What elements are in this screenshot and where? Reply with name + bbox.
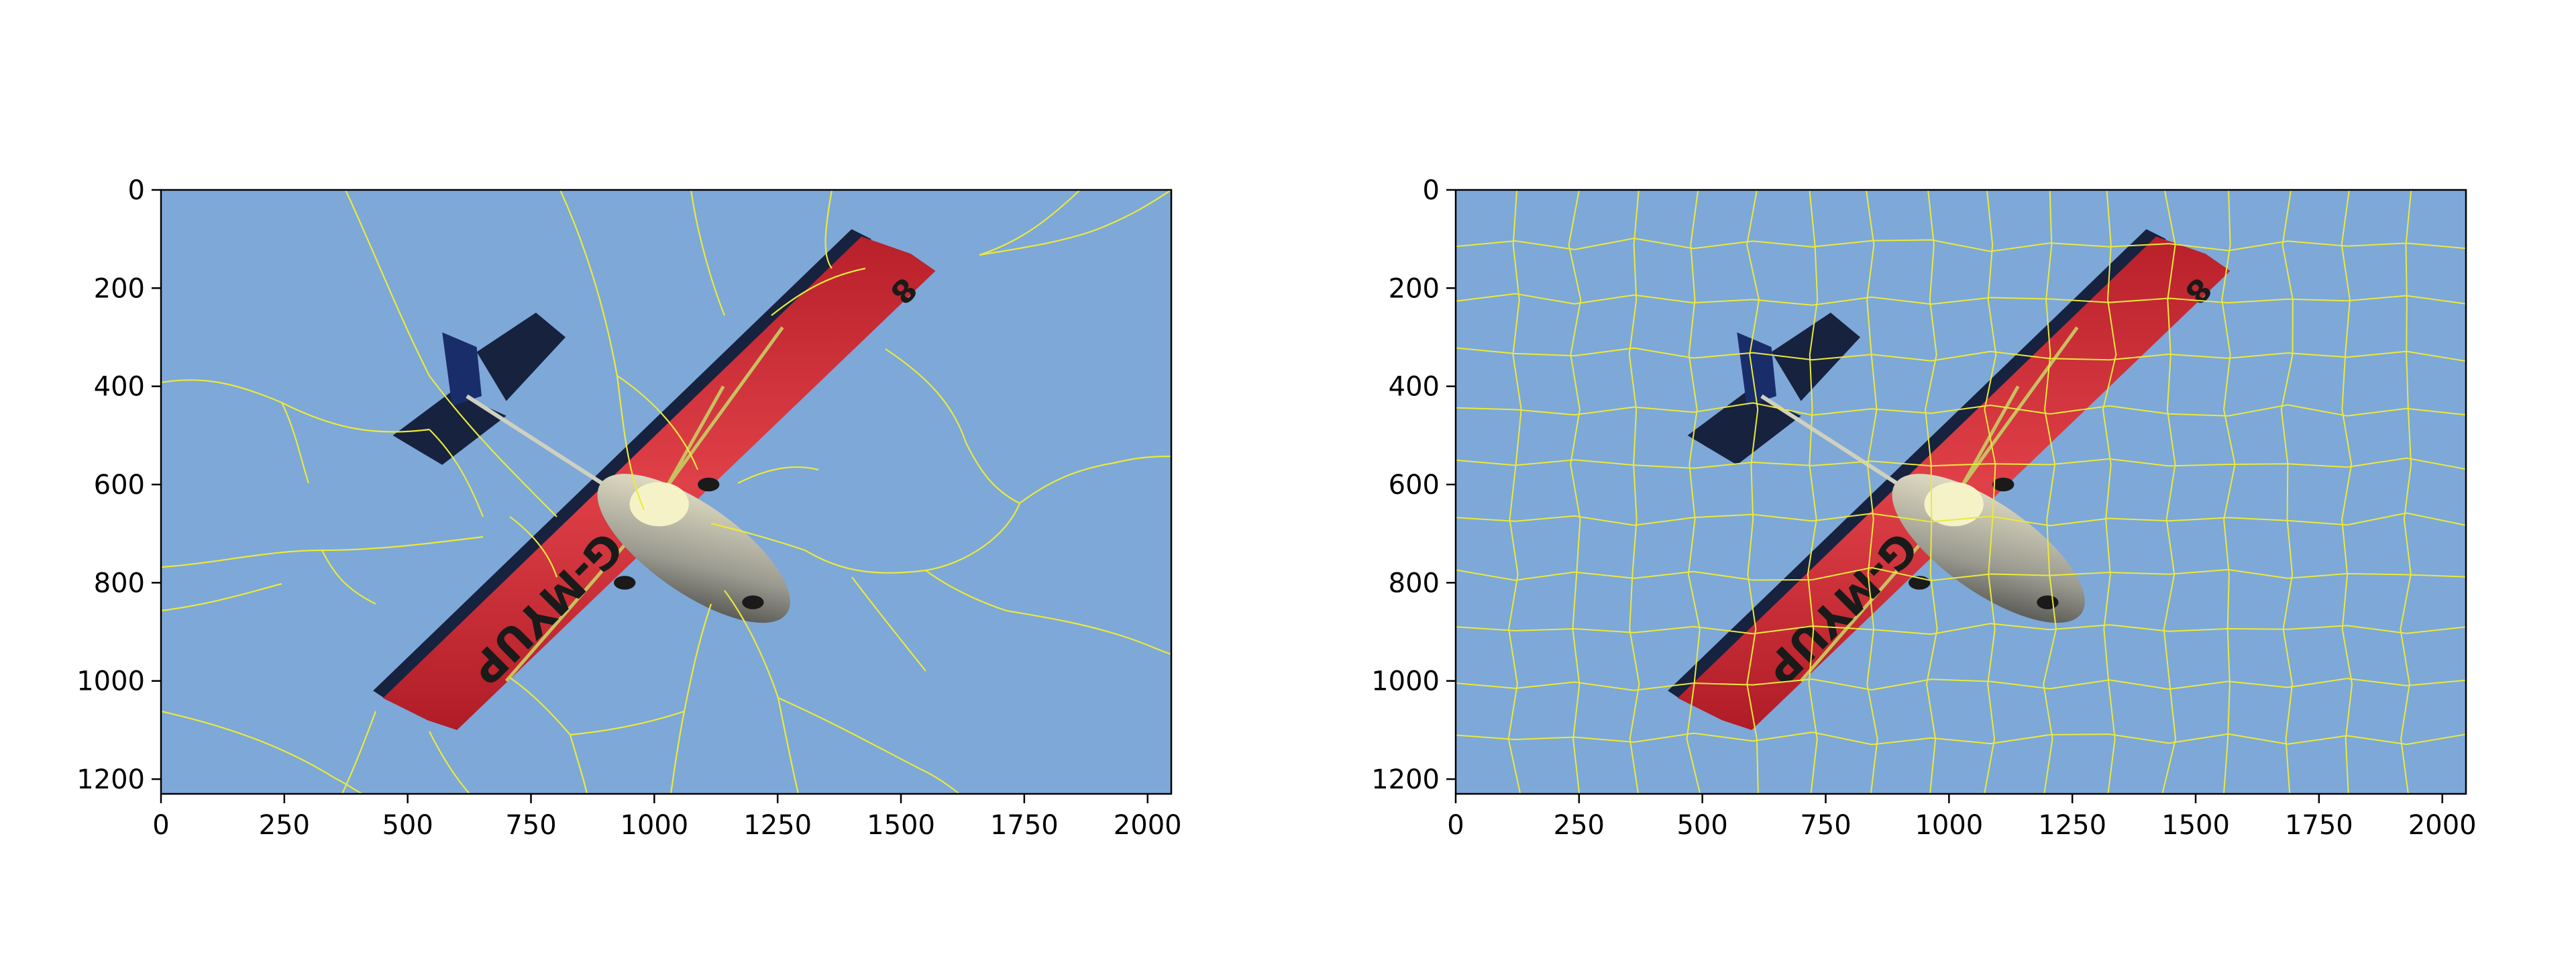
x-tick-label: 1000 [1915,810,1983,841]
grid-boundary-vertical [2102,189,2117,795]
grid-boundary-vertical [2280,189,2294,795]
grid-boundary-horizontal [1455,238,2467,252]
wheel [698,477,720,492]
x-tick-label: 750 [1800,810,1851,841]
tail-right [476,312,566,401]
grid-boundary-vertical [1686,189,1701,795]
right-superpixel-boundaries [1455,189,2467,795]
grid-boundary-vertical [2341,189,2353,795]
wheel [2037,595,2059,609]
left-y-axis: 0 200 400 600 800 1000 1200 [76,175,161,795]
x-tick-label: 2000 [2408,810,2477,841]
wheel [614,576,636,590]
grid-boundary-horizontal [1455,623,2467,635]
tail-right [1771,312,1860,401]
wing-strut [1947,326,2079,505]
grid-boundary-vertical [1807,189,1819,795]
y-tick-label: 1200 [76,764,145,795]
grid-boundary-vertical [2400,189,2412,795]
grid-boundary-horizontal [1455,347,2467,362]
x-tick-label: 1000 [620,810,688,841]
right-axes-frame [1454,189,2467,795]
tail-fin [1737,332,1776,406]
x-tick-label: 500 [1676,810,1727,841]
y-tick-label: 1000 [76,666,145,697]
grid-boundary-horizontal [1455,678,2467,691]
x-tick-label: 2000 [1114,810,1182,841]
x-tick-label: 1750 [2285,810,2353,841]
x-tick-label: 500 [382,810,433,841]
grid-boundary-vertical [1865,189,1878,795]
wing-strut [1799,532,1931,682]
wing-strut [504,532,636,682]
grid-boundary-vertical [1925,189,1938,795]
y-tick-label: 600 [1389,470,1440,501]
left-axes-frame [160,189,1173,795]
x-tick-label: 0 [1447,810,1464,841]
grid-boundary-vertical [1628,189,1640,795]
y-tick-label: 1200 [1371,764,1440,795]
y-tick-label: 600 [94,470,145,501]
grid-boundary-vertical [2043,189,2057,795]
x-tick-label: 1250 [2038,810,2106,841]
left-x-axis: 0 250 500 750 1000 1250 1500 1750 2000 [152,794,1182,841]
wing-strut [653,326,784,505]
tail-left [392,391,506,465]
x-tick-label: 250 [1554,810,1605,841]
x-tick-label: 750 [505,810,556,841]
wheel [742,595,764,609]
y-tick-label: 200 [1389,273,1440,304]
y-tick-label: 1000 [1371,666,1440,697]
left-superpixel-boundaries [160,189,1172,795]
x-tick-label: 250 [259,810,310,841]
grid-boundary-vertical [1984,189,1997,795]
cockpit [629,482,689,527]
x-tick-label: 0 [152,810,169,841]
y-tick-label: 800 [94,568,145,599]
grid-boundary-vertical [2221,189,2236,795]
cockpit [1924,482,1984,527]
x-tick-label: 1750 [990,810,1059,841]
wing-leading-edge [373,229,871,701]
tail-left [1687,391,1801,465]
grid-boundary-horizontal [1455,512,2467,527]
y-tick-label: 800 [1389,568,1440,599]
grid-boundary-vertical [1507,189,1522,795]
grid-boundary-vertical [1746,189,1760,795]
right-y-axis: 0 200 400 600 800 1000 1200 [1371,175,1456,795]
wheel [1992,477,2015,492]
grid-boundary-horizontal [1455,457,2467,470]
grid-boundary-horizontal [1455,293,2467,306]
grid-boundary-horizontal [1455,566,2467,582]
x-tick-label: 1500 [2161,810,2230,841]
y-tick-label: 400 [1389,372,1440,403]
y-tick-label: 200 [94,273,145,304]
x-tick-label: 1500 [867,810,935,841]
y-tick-label: 0 [1423,175,1440,206]
right-x-axis: 0 250 500 750 1000 1250 1500 1750 2000 [1447,794,2477,841]
y-tick-label: 0 [128,175,145,206]
y-tick-label: 400 [94,372,145,403]
grid-boundary-horizontal [1455,731,2467,746]
grid-boundary-vertical [2161,189,2177,795]
tail-fin [442,332,482,406]
x-tick-label: 1250 [743,810,812,841]
grid-boundary-vertical [1568,189,1582,795]
grid-boundary-horizontal [1455,402,2467,417]
